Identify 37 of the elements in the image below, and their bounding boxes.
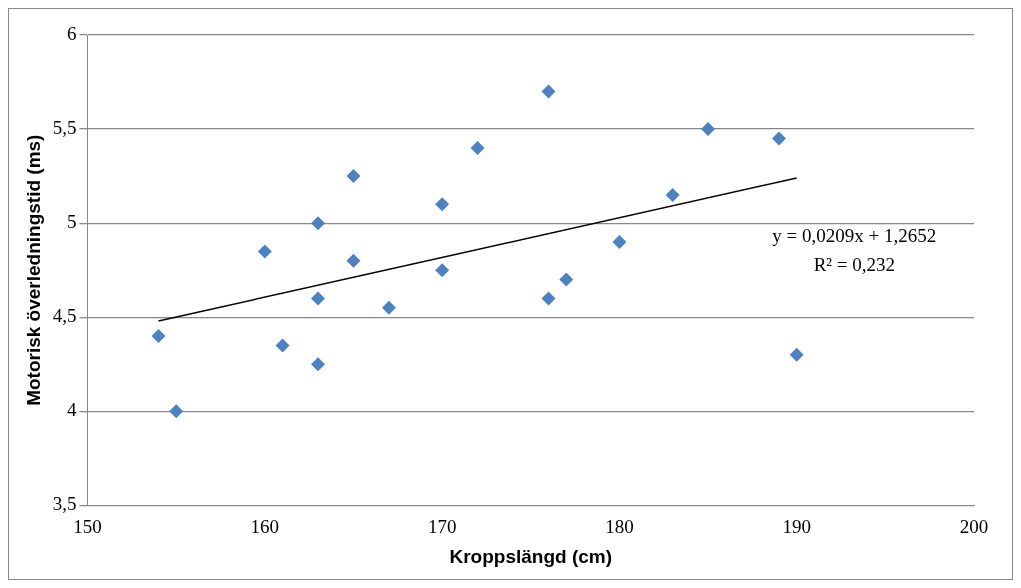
point [541, 84, 556, 99]
y-axis-title: Motorisk överledningstid (ms) [22, 134, 44, 406]
point [151, 329, 166, 344]
y-tick-label: 4 [67, 399, 78, 421]
point [381, 300, 396, 315]
x-tick-label: 170 [427, 515, 457, 537]
point [435, 263, 450, 278]
x-tick-label: 200 [959, 515, 989, 537]
point [612, 234, 627, 249]
point [257, 244, 272, 259]
point [169, 404, 184, 419]
x-tick-label: 190 [782, 515, 811, 537]
x-tick-label: 160 [250, 515, 280, 537]
point [435, 197, 450, 212]
annotation: R² = 0,232 [813, 253, 895, 275]
point [470, 140, 485, 155]
point [789, 347, 804, 362]
x-tick-label: 150 [73, 515, 102, 537]
point [701, 122, 716, 137]
y-tick-label: 4,5 [52, 305, 77, 327]
point [346, 253, 361, 268]
point [311, 291, 326, 306]
x-tick-label: 180 [605, 515, 634, 537]
y-tick-label: 3,5 [52, 493, 77, 515]
point [771, 131, 786, 146]
y-tick-label: 5,5 [52, 117, 77, 139]
x-axis-title: Kroppslängd (cm) [449, 545, 613, 567]
point [541, 291, 556, 306]
y-tick-label: 6 [67, 22, 77, 44]
y-tick-label: 5 [67, 211, 77, 233]
point [559, 272, 574, 287]
point [275, 338, 290, 353]
annotation: y = 0,0209x + 1,2652 [772, 224, 937, 246]
point [311, 216, 326, 231]
point [311, 357, 326, 372]
point [346, 169, 361, 184]
point [665, 187, 680, 202]
